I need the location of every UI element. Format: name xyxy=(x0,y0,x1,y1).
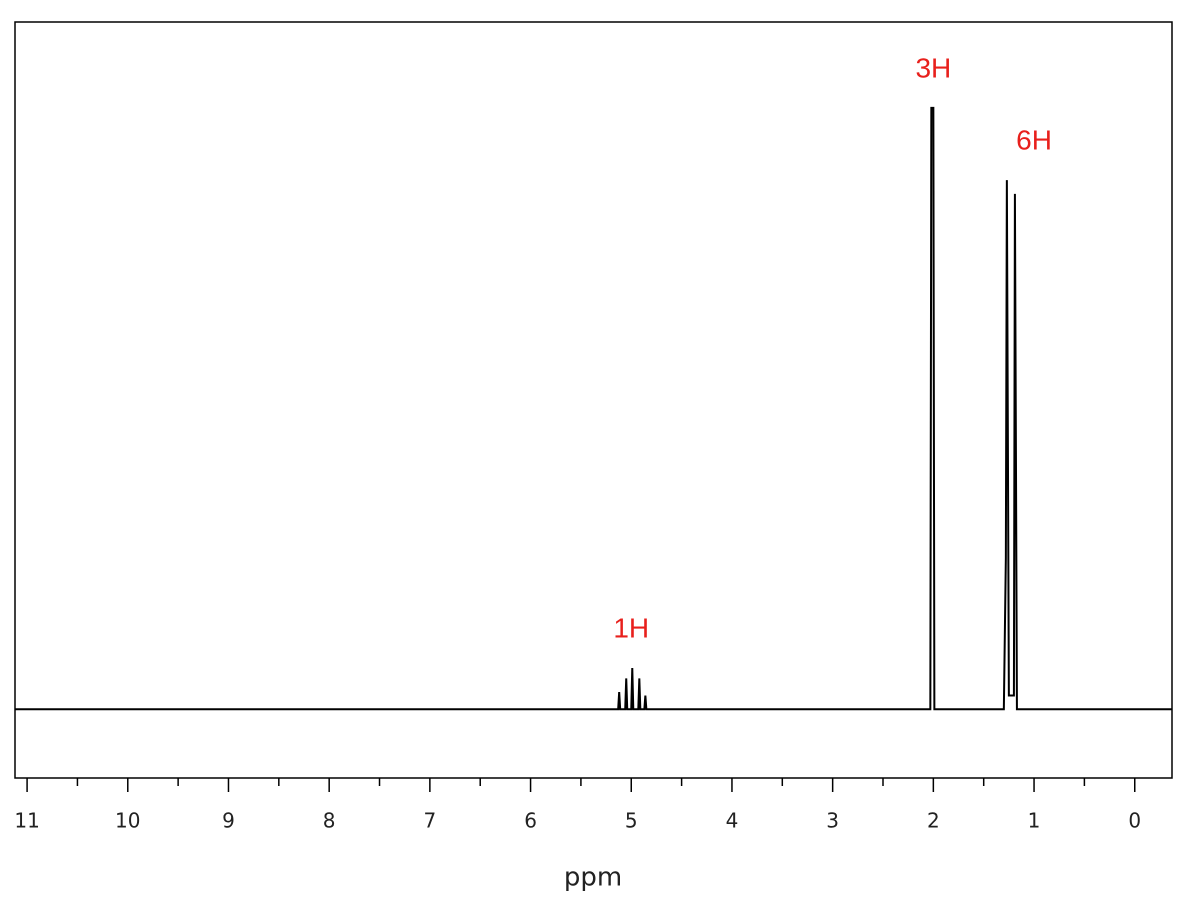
x-tick-label: 11 xyxy=(14,809,39,833)
x-tick-label: 3 xyxy=(826,809,839,833)
peak-annotation: 1H xyxy=(613,612,649,643)
x-tick-label: 6 xyxy=(524,809,537,833)
x-tick-label: 8 xyxy=(323,809,336,833)
x-tick-label: 10 xyxy=(115,809,140,833)
x-tick-label: 5 xyxy=(625,809,638,833)
spectrum-line xyxy=(15,106,1172,711)
peak-annotation: 3H xyxy=(915,52,951,83)
x-tick-label: 2 xyxy=(927,809,940,833)
plot-frame xyxy=(14,21,1173,779)
x-tick-label: 9 xyxy=(222,809,235,833)
peak-annotation: 6H xyxy=(1016,124,1052,155)
x-tick-label: 7 xyxy=(424,809,437,833)
x-tick-label: 0 xyxy=(1128,809,1141,833)
x-tick-label: 4 xyxy=(726,809,739,833)
x-axis-label: ppm xyxy=(564,863,622,893)
x-tick-label: 1 xyxy=(1028,809,1041,833)
